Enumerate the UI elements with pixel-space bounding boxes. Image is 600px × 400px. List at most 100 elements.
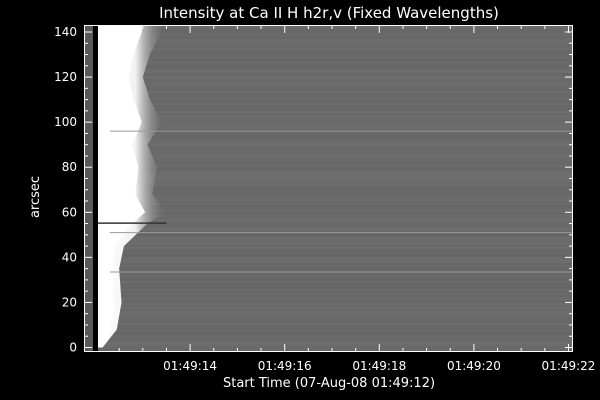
heatmap-row xyxy=(84,255,573,257)
heatmap-row xyxy=(84,263,573,265)
heatmap-row xyxy=(84,171,573,173)
heatmap-row xyxy=(84,39,573,41)
heatmap-row xyxy=(84,187,573,189)
heatmap-row xyxy=(84,167,573,169)
heatmap-row xyxy=(84,55,573,57)
heatmap-row xyxy=(84,275,573,277)
heatmap-row xyxy=(84,207,573,209)
heatmap-row xyxy=(84,215,573,217)
heatmap-row xyxy=(84,179,573,181)
heatmap-row xyxy=(84,273,573,275)
heatmap-row xyxy=(84,241,573,243)
heatmap-row xyxy=(84,97,573,99)
heatmap-row xyxy=(84,29,573,31)
heatmap-row xyxy=(84,75,573,77)
heatmap-row xyxy=(84,87,573,89)
heatmap-row xyxy=(84,337,573,339)
x-tick-label: 01:49:20 xyxy=(447,359,501,373)
heatmap-row xyxy=(84,217,573,219)
heatmap-row xyxy=(84,137,573,139)
heatmap-row xyxy=(84,265,573,267)
bright-intensity-core xyxy=(97,25,146,348)
heatmap-row xyxy=(84,159,573,161)
heatmap-row xyxy=(84,83,573,85)
heatmap-row xyxy=(84,259,573,261)
heatmap-row xyxy=(84,49,573,51)
heatmap-row xyxy=(84,335,573,337)
x-axis-ticks: 01:49:14 01:49:16 01:49:18 01:49:20 01:49:22 xyxy=(118,25,596,373)
heatmap-row xyxy=(84,325,573,327)
x-tick-label: 01:49:14 xyxy=(163,359,217,373)
heatmap-row xyxy=(84,89,573,91)
heatmap-row xyxy=(84,313,573,315)
heatmap-row xyxy=(84,239,573,241)
heatmap-row xyxy=(84,343,573,345)
heatmap-row xyxy=(84,269,573,271)
heatmap-row xyxy=(84,209,573,211)
heatmap-row xyxy=(84,125,573,127)
heatmap-row xyxy=(84,297,573,299)
heatmap-row xyxy=(84,277,573,279)
heatmap-row xyxy=(84,193,573,195)
heatmap-row xyxy=(84,245,573,247)
heatmap-row xyxy=(84,323,573,325)
heatmap-row xyxy=(84,237,573,239)
chart-title: Intensity at Ca II H h2r,v (Fixed Wavele… xyxy=(159,4,499,22)
heatmap-row xyxy=(84,119,573,121)
heatmap-row xyxy=(84,147,573,149)
x-tick-label: 01:49:22 xyxy=(542,359,596,373)
y-tick-label: 20 xyxy=(62,295,77,309)
heatmap-row xyxy=(84,295,573,297)
heatmap-row xyxy=(84,31,573,33)
heatmap-row xyxy=(84,199,573,201)
heatmap-row xyxy=(84,341,573,343)
heatmap-row xyxy=(84,113,573,115)
heatmap-row xyxy=(84,131,573,133)
heatmap-row xyxy=(84,185,573,187)
heatmap-row xyxy=(84,127,573,129)
heatmap-row xyxy=(84,195,573,197)
heatmap-row xyxy=(84,133,573,135)
heatmap-row xyxy=(84,35,573,37)
heatmap-row xyxy=(84,247,573,249)
heatmap-row xyxy=(84,183,573,185)
heatmap-row xyxy=(84,149,573,151)
heatmap-row xyxy=(84,279,573,281)
heatmap-row xyxy=(84,327,573,329)
heatmap-row xyxy=(84,223,573,225)
heatmap-row xyxy=(84,163,573,165)
y-axis-title: arcsec xyxy=(28,176,43,218)
heatmap-row xyxy=(84,63,573,65)
heatmap-row xyxy=(84,43,573,45)
heatmap-row xyxy=(84,103,573,105)
heatmap-row xyxy=(84,135,573,137)
heatmap-row xyxy=(84,69,573,71)
heatmap-row xyxy=(84,93,573,95)
left-dark-strip xyxy=(93,25,98,352)
heatmap-row xyxy=(84,105,573,107)
heatmap-row xyxy=(84,311,573,313)
heatmap-row xyxy=(84,289,573,291)
heatmap-row xyxy=(84,339,573,341)
heatmap-row xyxy=(84,211,573,213)
heatmap-row xyxy=(84,95,573,97)
heatmap-row xyxy=(84,157,573,159)
heatmap-row xyxy=(84,161,573,163)
heatmap-row xyxy=(84,257,573,259)
y-tick-label: 40 xyxy=(62,250,77,264)
heatmap-row xyxy=(84,47,573,49)
heatmap-row xyxy=(84,233,573,235)
heatmap-row xyxy=(84,235,573,237)
plot-frame xyxy=(84,25,573,352)
heatmap-row xyxy=(84,243,573,245)
x-axis-title: Start Time (07-Aug-08 01:49:12) xyxy=(223,376,435,391)
heatmap-row xyxy=(84,253,573,255)
heatmap-row xyxy=(84,205,573,207)
heatmap-row xyxy=(84,101,573,103)
y-tick-label: 140 xyxy=(54,25,77,39)
heatmap-row xyxy=(84,81,573,83)
heatmap-row xyxy=(84,33,573,35)
heatmap-row xyxy=(84,231,573,233)
heatmap-row xyxy=(84,213,573,215)
